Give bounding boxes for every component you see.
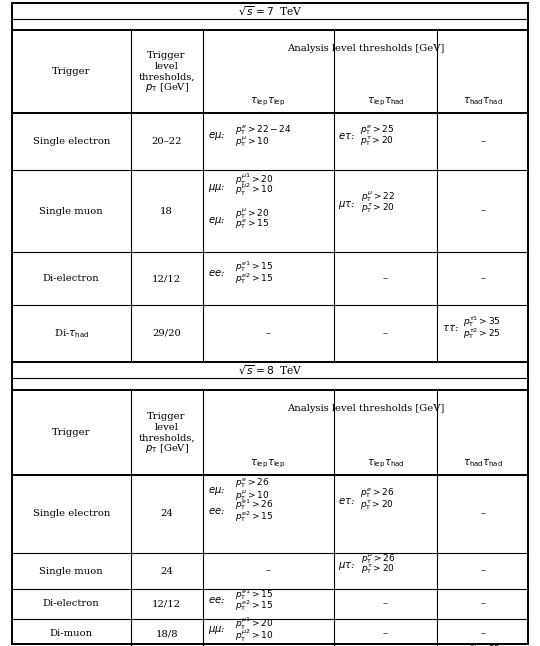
Text: $p_{\mathrm{T}}^{e1} > 15$: $p_{\mathrm{T}}^{e1} > 15$: [235, 260, 273, 275]
Text: $\tau_{\mathrm{had}}\tau_{\mathrm{had}}$: $\tau_{\mathrm{had}}\tau_{\mathrm{had}}$: [463, 457, 503, 469]
Text: $e\mu$:: $e\mu$:: [208, 130, 225, 142]
Text: –: –: [480, 567, 485, 576]
Text: 18: 18: [160, 207, 173, 216]
Text: –: –: [480, 207, 485, 216]
Text: level: level: [154, 422, 179, 432]
Text: Di-electron: Di-electron: [43, 274, 100, 283]
Text: Di-$\tau_{\mathrm{had}}$: Di-$\tau_{\mathrm{had}}$: [53, 327, 89, 340]
Text: $p_{\mathrm{T}}^{\mu 1} > 20$: $p_{\mathrm{T}}^{\mu 1} > 20$: [235, 172, 273, 188]
Text: Single electron: Single electron: [32, 137, 110, 146]
Text: $\tau_{\mathrm{lep}}\tau_{\mathrm{lep}}$: $\tau_{\mathrm{lep}}\tau_{\mathrm{lep}}$: [251, 95, 286, 108]
Text: $\mu\tau$:: $\mu\tau$:: [338, 560, 355, 572]
Text: 29/20: 29/20: [152, 329, 181, 338]
Text: –: –: [383, 599, 388, 609]
Text: –: –: [266, 567, 271, 576]
Text: Single electron: Single electron: [32, 510, 110, 519]
Text: –: –: [383, 629, 388, 638]
Text: $p_{\mathrm{T}}^{e1} > 15$: $p_{\mathrm{T}}^{e1} > 15$: [235, 587, 273, 602]
Text: Analysis level thresholds [GeV]: Analysis level thresholds [GeV]: [287, 404, 444, 413]
Text: 12/12: 12/12: [152, 599, 181, 609]
Text: $ee$:: $ee$:: [208, 506, 225, 516]
Text: –: –: [480, 137, 485, 146]
Text: $\mu\tau$:: $\mu\tau$:: [338, 198, 355, 211]
Text: $p_{\mathrm{T}}^{e2} > 15$: $p_{\mathrm{T}}^{e2} > 15$: [235, 509, 273, 524]
Text: 18/8: 18/8: [156, 629, 178, 638]
Text: $\sqrt{s} = 8\;$ TeV: $\sqrt{s} = 8\;$ TeV: [238, 364, 302, 377]
Text: $p_{\mathrm{T}}^{e} > 15$: $p_{\mathrm{T}}^{e} > 15$: [235, 217, 269, 231]
Text: Analysis level thresholds [GeV]: Analysis level thresholds [GeV]: [287, 44, 444, 53]
Text: $p_{\mathrm{T}}^{\mu 2} > 10$: $p_{\mathrm{T}}^{\mu 2} > 10$: [235, 628, 273, 644]
Text: $e\tau$:: $e\tau$:: [338, 496, 355, 506]
Text: Di-electron: Di-electron: [43, 599, 100, 609]
Text: –: –: [480, 510, 485, 519]
Text: $p_{\mathrm{T}}^{\tau} > 20$: $p_{\mathrm{T}}^{\tau} > 20$: [361, 563, 395, 576]
Text: –: –: [480, 274, 485, 283]
Text: $\mu\mu$:: $\mu\mu$:: [208, 182, 226, 194]
Text: –: –: [383, 274, 388, 283]
Text: $p_{\mathrm{T}}^{\tau 1} > 35$: $p_{\mathrm{T}}^{\tau 1} > 35$: [463, 315, 501, 329]
Text: 12/12: 12/12: [152, 274, 181, 283]
Text: $p_{\mathrm{T}}^{e1} > 26$: $p_{\mathrm{T}}^{e1} > 26$: [235, 497, 273, 512]
Text: $p_{\mathrm{T}}^{\mu 2} > 10$: $p_{\mathrm{T}}^{\mu 2} > 10$: [235, 182, 273, 198]
Text: $\tau_{\mathrm{lep}}\tau_{\mathrm{lep}}$: $\tau_{\mathrm{lep}}\tau_{\mathrm{lep}}$: [251, 457, 286, 470]
Text: $p_{\mathrm{T}}^{\mu} > 10$: $p_{\mathrm{T}}^{\mu} > 10$: [235, 134, 269, 149]
Text: Trigger: Trigger: [147, 50, 186, 59]
Text: $p_{\mathrm{T}}^{e2} > 15$: $p_{\mathrm{T}}^{e2} > 15$: [235, 271, 273, 286]
Text: –: –: [480, 629, 485, 638]
Text: –: –: [266, 329, 271, 338]
Text: $ee$:: $ee$:: [208, 595, 225, 605]
Text: $\tau\tau$:: $\tau\tau$:: [442, 324, 458, 333]
Text: $p_{\mathrm{T}}^{\tau} > 20$: $p_{\mathrm{T}}^{\tau} > 20$: [360, 498, 394, 512]
Text: 24: 24: [160, 567, 173, 576]
Text: Trigger: Trigger: [52, 428, 91, 437]
Text: level: level: [154, 61, 179, 70]
Text: $p_{\mathrm{T}}^{e} > 25$: $p_{\mathrm{T}}^{e} > 25$: [360, 123, 394, 137]
Text: $p_{\mathrm{T}}^{e} > 26$: $p_{\mathrm{T}}^{e} > 26$: [360, 486, 394, 500]
Text: $p_{\mathrm{T}}^{\tau} > 20$: $p_{\mathrm{T}}^{\tau} > 20$: [361, 202, 395, 215]
Text: –: –: [383, 329, 388, 338]
Text: $e\mu$:: $e\mu$:: [208, 485, 225, 497]
Text: 20–22: 20–22: [151, 137, 182, 146]
Text: $e\tau$:: $e\tau$:: [338, 131, 355, 141]
Text: $p_{\mathrm{T}}$ [GeV]: $p_{\mathrm{T}}$ [GeV]: [145, 81, 188, 94]
Text: Trigger: Trigger: [147, 412, 186, 421]
Text: $p_{\mathrm{T}}^{\mu} > 20$: $p_{\mathrm{T}}^{\mu} > 20$: [235, 206, 269, 221]
Text: Di-muon: Di-muon: [50, 629, 93, 638]
Text: $p_{\mathrm{T}}^{\mu} > 22$: $p_{\mathrm{T}}^{\mu} > 22$: [361, 189, 395, 204]
Text: $p_{\mathrm{T}}^{e} > 26$: $p_{\mathrm{T}}^{e} > 26$: [235, 477, 269, 490]
Text: $p_{\mathrm{T}}^{e2} > 15$: $p_{\mathrm{T}}^{e2} > 15$: [235, 598, 273, 614]
Text: $\tau_{\mathrm{lep}}\tau_{\mathrm{had}}$: $\tau_{\mathrm{lep}}\tau_{\mathrm{had}}$: [367, 95, 404, 108]
Text: $\tau_{\mathrm{lep}}\tau_{\mathrm{had}}$: $\tau_{\mathrm{lep}}\tau_{\mathrm{had}}$: [367, 457, 404, 470]
Text: $p_{\mathrm{T}}^{\tau 2} > 25$: $p_{\mathrm{T}}^{\tau 2} > 25$: [463, 326, 501, 341]
Text: $\sqrt{s} = 7\;$ TeV: $\sqrt{s} = 7\;$ TeV: [238, 5, 302, 17]
Text: thresholds,: thresholds,: [138, 72, 195, 81]
Text: $ee$:: $ee$:: [208, 268, 225, 278]
Text: –: –: [480, 599, 485, 609]
Text: $p_{\mathrm{T}}^{\mu} > 10$: $p_{\mathrm{T}}^{\mu} > 10$: [235, 488, 269, 503]
Text: $p_{\mathrm{T}}$ [GeV]: $p_{\mathrm{T}}$ [GeV]: [145, 443, 188, 455]
Text: Single muon: Single muon: [39, 207, 103, 216]
Text: $e\mu$:: $e\mu$:: [208, 215, 225, 227]
Text: 24: 24: [160, 510, 173, 519]
Text: thresholds,: thresholds,: [138, 433, 195, 443]
Text: $p_{\mathrm{T}}^{\tau} > 20$: $p_{\mathrm{T}}^{\tau} > 20$: [360, 135, 394, 149]
Text: $p_{\mathrm{T}}^{\tau 1} > 35$: $p_{\mathrm{T}}^{\tau 1} > 35$: [463, 642, 501, 646]
Text: $p_{\mathrm{T}}^{\mu 1} > 20$: $p_{\mathrm{T}}^{\mu 1} > 20$: [235, 616, 273, 632]
Text: $\mu\mu$:: $\mu\mu$:: [208, 624, 226, 636]
Text: $p_{\mathrm{T}}^{\mu} > 26$: $p_{\mathrm{T}}^{\mu} > 26$: [361, 550, 395, 565]
Text: $\tau_{\mathrm{had}}\tau_{\mathrm{had}}$: $\tau_{\mathrm{had}}\tau_{\mathrm{had}}$: [463, 96, 503, 107]
Text: Trigger: Trigger: [52, 67, 91, 76]
Text: Single muon: Single muon: [39, 567, 103, 576]
Text: $p_{\mathrm{T}}^{e} > 22-24$: $p_{\mathrm{T}}^{e} > 22-24$: [235, 123, 292, 137]
